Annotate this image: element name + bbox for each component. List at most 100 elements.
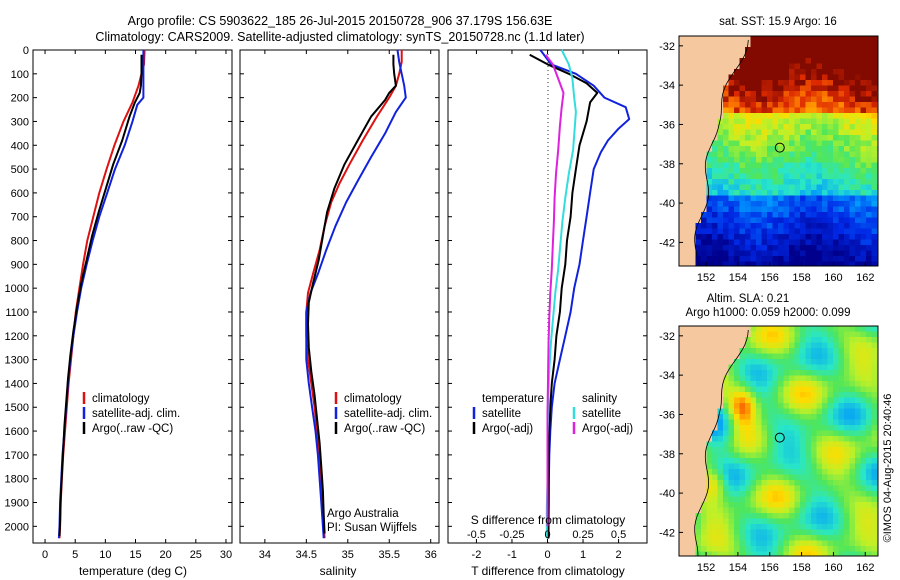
map-cell [778,52,784,59]
map-cell [701,551,707,556]
land-cell [706,140,713,147]
map-cell [706,529,713,536]
figure-title-line1: Argo profile: CS 5903622_185 26-Jul-2015… [128,14,553,28]
map-cell [723,535,729,541]
map-cell [745,447,751,453]
map-cell [805,179,812,185]
land-cell [701,359,707,365]
map-cell [871,52,878,59]
map-cell [794,551,801,556]
map-cell [827,96,834,103]
map-cell [822,480,828,486]
map-cell [811,256,817,262]
map-cell [827,239,834,246]
map-cell [855,80,861,86]
map-cell [789,135,795,141]
map-cell [750,535,757,541]
map-cell [844,113,850,119]
map-cell [745,485,751,492]
map-cell [756,201,762,207]
map-cell [838,151,845,158]
map-cell [756,524,762,530]
map-cell [783,370,790,376]
map-cell [745,496,751,503]
map-cell [822,414,828,420]
land-cell [734,63,740,70]
map-cell [838,496,845,503]
map-cell [717,458,724,464]
land-cell [695,85,702,92]
y-tick-label: 600 [11,188,29,200]
land-cell [728,58,735,64]
map-cell [767,546,773,552]
map-cell [871,206,878,213]
map-cell [833,496,839,503]
map-cell [827,370,834,376]
land-cell [690,502,696,508]
map-cell [767,419,773,426]
map-cell [728,507,735,514]
map-cell [745,403,751,409]
land-cell [690,69,696,75]
map-cell [783,212,790,218]
map-cell [745,546,751,552]
map-cell [822,261,828,266]
map-cell [816,491,823,497]
land-cell [728,326,735,332]
land-cell [706,129,713,136]
map-cell [805,217,812,224]
map-cell [800,113,806,119]
land-cell [684,85,691,92]
map-cell [860,47,867,53]
map-cell [811,474,817,481]
map-cell [739,491,746,497]
map-cell [767,496,773,503]
argo-float-marker [774,432,785,443]
map-cell [833,63,839,70]
map-cell [739,63,746,70]
map-cell [822,47,828,53]
map-cell [789,425,795,431]
map-cell [822,107,828,114]
map-cell [811,353,817,360]
map-cell [866,430,872,437]
map-cell [783,261,790,266]
map-cell [756,502,762,508]
map-cell [805,474,812,481]
land-cell [706,135,713,141]
map-cell [706,474,713,481]
land-cell [679,331,685,338]
land-cell [701,348,707,354]
map-cell [816,408,823,415]
map-cell [734,245,740,251]
map-cell [756,151,762,158]
map-cell [745,91,751,97]
lat-tick-label: -34 [659,370,675,382]
map-cell [827,234,834,240]
map-cell [800,135,806,141]
land-cell [679,441,685,448]
map-cell [838,113,845,119]
map-cell [706,535,713,541]
map-cell [849,245,856,251]
map-cell [805,502,812,508]
map-cell [800,261,806,266]
map-cell [778,419,784,426]
land-cell [717,359,724,365]
map-cell [750,239,757,246]
map-cell [811,36,817,42]
lat-tick-label: -34 [659,80,675,92]
map-cell [772,419,779,426]
map-cell [855,507,861,514]
map-cell [844,529,850,536]
map-cell [871,223,878,229]
map-cell [728,518,735,525]
map-cell [739,85,746,92]
map-cell [805,480,812,486]
map-cell [805,102,812,108]
map-cell [761,392,768,398]
map-cell [794,397,801,404]
map-cell [767,184,773,191]
map-cell [794,118,801,125]
map-cell [750,364,757,371]
